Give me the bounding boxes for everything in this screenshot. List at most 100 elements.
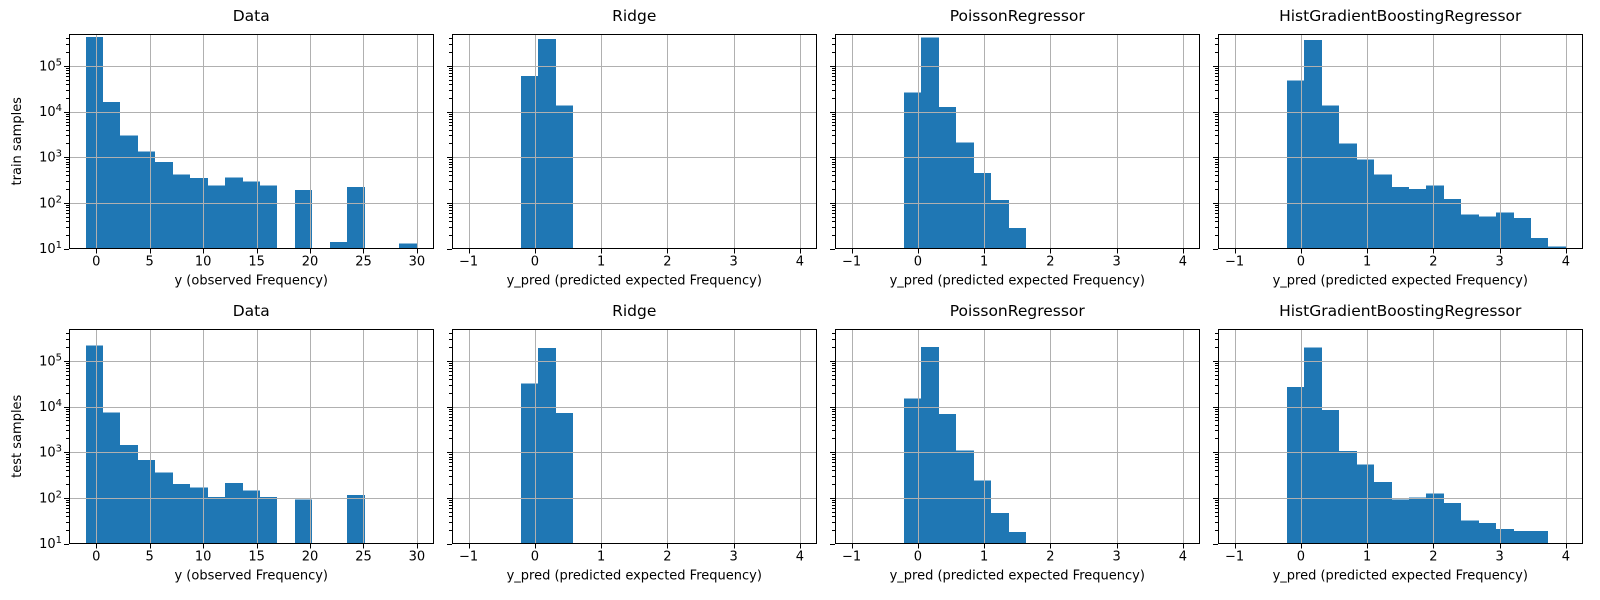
x-axis-label: y_pred (predicted expected Frequency) [1273, 569, 1528, 584]
histogram-bars [904, 37, 1026, 249]
histogram-bar [1496, 528, 1514, 544]
x-tick-label: 1 [1363, 550, 1371, 565]
grid [69, 329, 434, 544]
histogram-bar [1322, 105, 1339, 249]
x-tick-label: 4 [1562, 550, 1570, 565]
x-tick-label: 0 [531, 255, 539, 270]
histogram-bar [243, 181, 260, 249]
histogram-bar [208, 496, 225, 544]
x-tick-label: 1 [597, 550, 605, 565]
x-tick-label: 4 [1179, 550, 1187, 565]
x-tick-label: 3 [1496, 255, 1504, 270]
x-axis-label: y_pred (predicted expected Frequency) [507, 274, 762, 289]
x-tick-label: 25 [355, 550, 372, 565]
panel-title: HistGradientBoostingRegressor [1279, 302, 1522, 320]
histogram-bar [1357, 159, 1374, 249]
x-tick-label: −1 [459, 550, 478, 565]
x-tick-label: 20 [302, 255, 319, 270]
x-axis-label: y_pred (predicted expected Frequency) [507, 569, 762, 584]
x-tick-label: 10 [195, 255, 212, 270]
x-axis-label: y_pred (predicted expected Frequency) [1273, 274, 1528, 289]
grid [69, 34, 434, 249]
histogram-bar [1409, 189, 1426, 249]
panel-test-poissonregressor: −1 0 1 2 3 4 PoissonRegressor y_pred (predicted… [830, 302, 1201, 584]
x-tick-label: 3 [1496, 550, 1504, 565]
histogram-bar [1009, 531, 1026, 544]
x-tick-label: −1 [1225, 255, 1244, 270]
histogram-bar [295, 190, 312, 249]
histogram-bar [138, 151, 155, 249]
histogram-bars [904, 347, 1026, 544]
plot-area [452, 34, 817, 249]
histogram-bar [330, 241, 347, 249]
panel-title: Ridge [612, 7, 656, 25]
ticks [1213, 333, 1567, 549]
histogram-bar [956, 142, 974, 249]
axes-spines [834, 33, 1201, 250]
x-tick-label: 0 [914, 550, 922, 565]
x-tick-label: 2 [1046, 550, 1054, 565]
histogram-bar [1409, 497, 1426, 544]
histogram-bar [1392, 499, 1409, 544]
ticks [447, 333, 801, 549]
x-tick-label: 1 [980, 550, 988, 565]
histogram-bar [399, 243, 417, 249]
histogram-bar [904, 92, 921, 249]
x-tick-label: −1 [459, 255, 478, 270]
histogram-bar [1304, 39, 1322, 249]
axes-spines [451, 328, 818, 545]
histogram-bar [347, 495, 365, 544]
plot-area [835, 329, 1200, 544]
histogram-bar [347, 187, 365, 249]
histogram-bar [155, 472, 173, 544]
x-tick-label: 15 [248, 255, 265, 270]
panel-title: HistGradientBoostingRegressor [1279, 7, 1522, 25]
histogram-bar [1461, 214, 1479, 249]
x-tick-label: 1 [597, 255, 605, 270]
x-tick-label: 2 [1429, 550, 1437, 565]
y-tick-label: 103 [39, 444, 62, 461]
ticks [64, 38, 418, 254]
histogram-bar [103, 412, 120, 544]
y-axis-label: test samples [10, 394, 25, 477]
grid [835, 34, 1200, 249]
x-tick-label: 25 [355, 255, 372, 270]
ticks [447, 38, 801, 254]
histogram-bar [1426, 185, 1444, 249]
histogram-bar [939, 414, 956, 544]
plot-area [452, 329, 817, 544]
histogram-bar [1479, 216, 1496, 249]
panel-title: PoissonRegressor [950, 7, 1086, 25]
histogram-bar [556, 105, 573, 249]
histogram-bar [1479, 523, 1496, 544]
axes-spines [834, 328, 1201, 545]
histogram-bar [86, 345, 103, 544]
x-tick-label: 5 [146, 550, 154, 565]
histogram-bars [86, 345, 365, 544]
histogram-bar [1304, 347, 1322, 544]
x-tick-label: 4 [796, 550, 804, 565]
x-tick-label: 0 [1297, 255, 1305, 270]
x-axis-label: y_pred (predicted expected Frequency) [890, 569, 1145, 584]
grid [1218, 329, 1583, 544]
y-tick-label: 105 [39, 57, 62, 74]
plot-area [835, 34, 1200, 249]
histogram-bar [260, 496, 277, 544]
x-tick-label: 0 [1297, 550, 1305, 565]
x-tick-label: 3 [1113, 550, 1121, 565]
histogram-bar [538, 348, 556, 544]
histogram-bar [991, 512, 1009, 544]
y-tick-label: 104 [39, 103, 62, 120]
x-tick-label: 0 [92, 255, 100, 270]
ticks [830, 333, 1184, 549]
histogram-bar [1322, 409, 1339, 544]
x-tick-label: 3 [730, 550, 738, 565]
histogram-bar [1461, 520, 1479, 544]
x-tick-label: 20 [302, 550, 319, 565]
histogram-bar [190, 487, 208, 544]
histogram-bar [225, 177, 243, 249]
histogram-bar [260, 185, 277, 249]
x-tick-label: 2 [1429, 255, 1437, 270]
x-tick-label: −1 [842, 550, 861, 565]
x-tick-label: 5 [146, 255, 154, 270]
